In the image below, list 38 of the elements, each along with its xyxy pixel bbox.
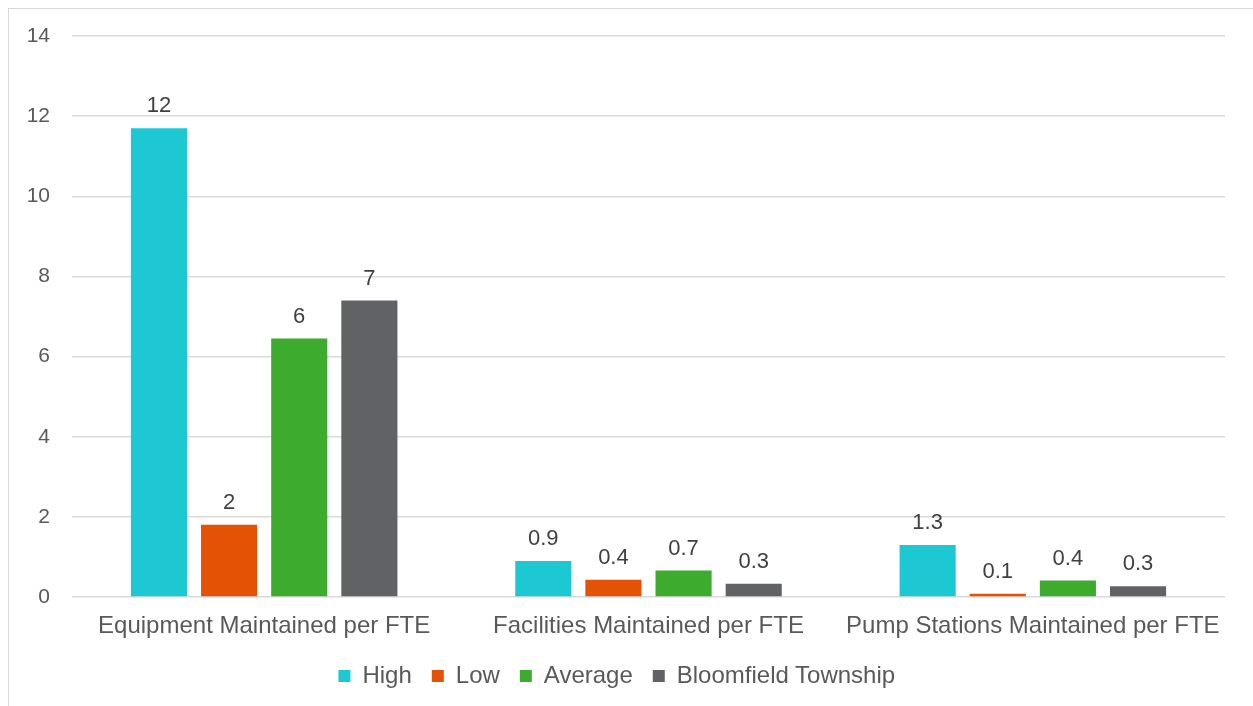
bar: [655, 570, 712, 597]
y-tick-label: 2: [38, 503, 50, 527]
y-tick-label: 14: [26, 22, 51, 46]
data-label: 0.4: [598, 543, 629, 569]
data-label: 0.7: [668, 534, 699, 560]
bar: [271, 338, 328, 597]
data-label: 0.9: [527, 525, 559, 550]
data-label: 2: [222, 488, 236, 514]
x-tick-label: Facilities Maintained per FTE: [493, 611, 804, 639]
bar: [1109, 586, 1167, 597]
legend-label: Low: [455, 660, 501, 688]
bar: [899, 544, 956, 597]
x-tick-label: Equipment Maintained per FTE: [98, 611, 431, 639]
data-label: 1.3: [912, 508, 943, 534]
data-label: 6: [293, 302, 306, 328]
bar: [341, 300, 398, 597]
x-tick-label: Pump Stations Maintained per FTE: [846, 611, 1220, 639]
y-tick-label: 12: [26, 102, 50, 126]
data-label: 7: [363, 264, 376, 290]
bar: [130, 128, 188, 597]
data-label: 0.3: [738, 547, 770, 573]
data-label: 0.4: [1052, 544, 1084, 570]
bar: [725, 583, 782, 597]
y-tick-label: 6: [38, 343, 50, 367]
data-label: 12: [146, 92, 172, 118]
legend-label: High: [362, 660, 412, 688]
bar: [1039, 580, 1096, 597]
y-tick-label: 10: [26, 183, 50, 207]
y-tick-label: 8: [38, 263, 50, 287]
y-tick-label: 0: [38, 583, 50, 607]
bar: [585, 579, 642, 597]
bar: [201, 524, 258, 597]
y-tick-label: 4: [38, 423, 51, 447]
data-label: 0.1: [982, 557, 1014, 583]
legend-label: Average: [543, 660, 633, 688]
bar: [515, 560, 572, 597]
legend-label: Bloomfield Township: [676, 660, 896, 688]
data-label: 0.3: [1122, 550, 1154, 576]
